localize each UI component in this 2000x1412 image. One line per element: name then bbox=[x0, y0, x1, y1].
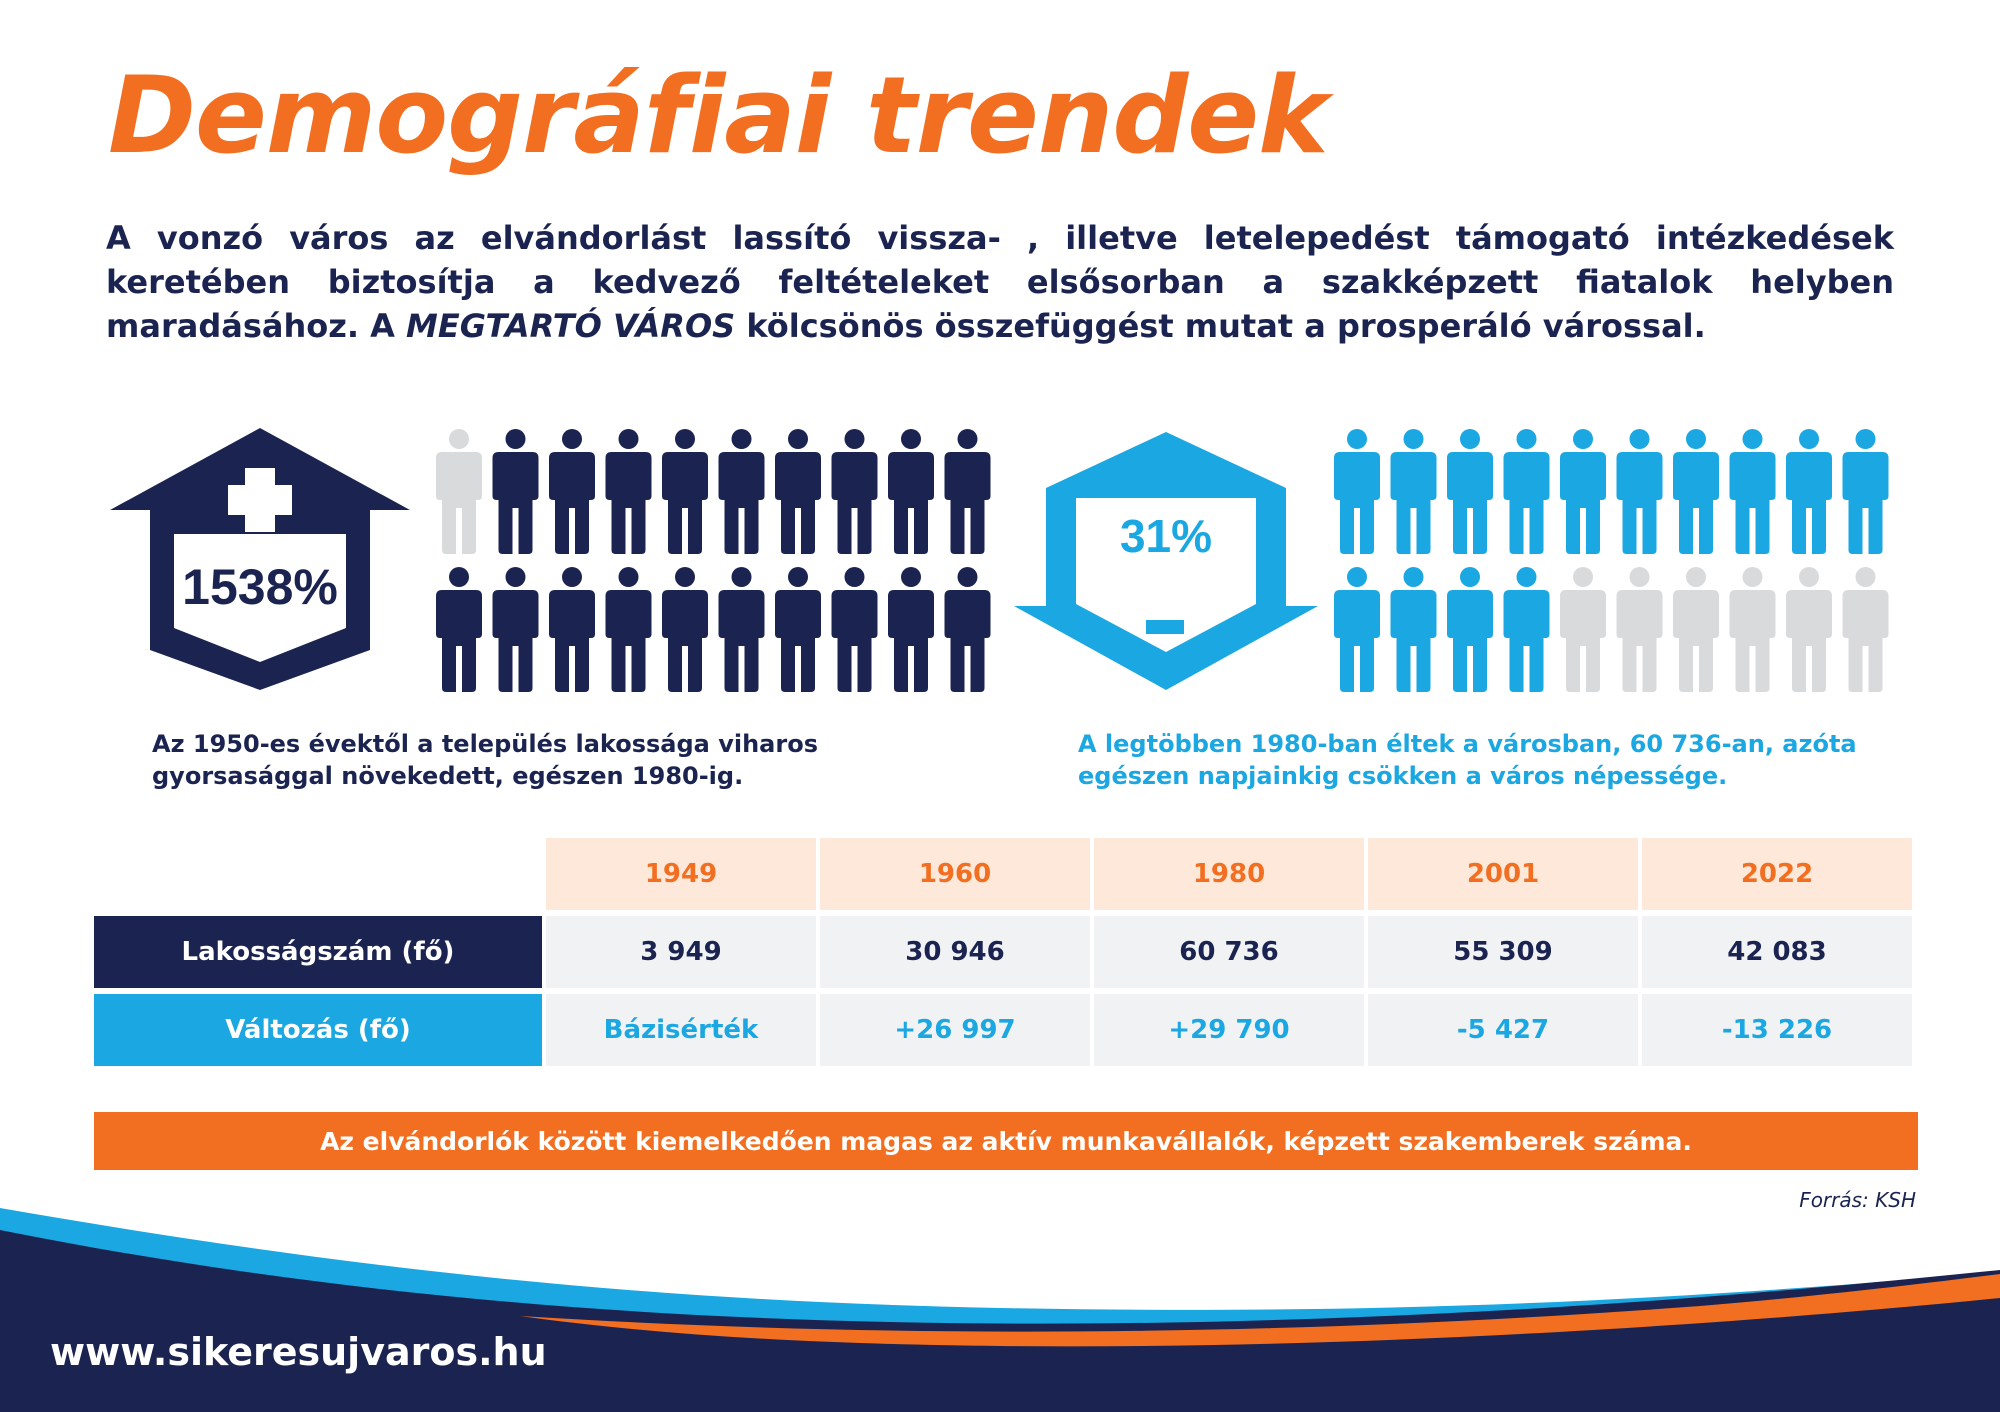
person-icon bbox=[492, 567, 539, 692]
growth-percent: 1538% bbox=[182, 559, 338, 615]
footer-wave bbox=[0, 1208, 2000, 1412]
intro-text-2: kölcsönös összefüggést mutat a prosperál… bbox=[735, 307, 1706, 345]
intro-text-1: A vonzó város az elvándorlást lassító vi… bbox=[106, 219, 1894, 345]
page-title: Demográfiai trendek bbox=[108, 54, 1329, 177]
table-cell: +26 997 bbox=[820, 994, 1090, 1066]
decline-people-grid bbox=[1334, 428, 1889, 692]
person-icon bbox=[436, 567, 482, 692]
person-icon bbox=[549, 567, 595, 692]
person-icon bbox=[1673, 429, 1719, 554]
person-icon bbox=[1786, 429, 1832, 554]
person-icon bbox=[1729, 429, 1776, 554]
website-link[interactable]: www.sikeresujvaros.hu bbox=[50, 1330, 547, 1374]
intro-paragraph: A vonzó város az elvándorlást lassító vi… bbox=[106, 216, 1894, 348]
person-icon bbox=[831, 567, 878, 692]
decline-percent: 31% bbox=[1120, 510, 1212, 562]
person-icon bbox=[775, 567, 821, 692]
minus-icon bbox=[1146, 620, 1184, 634]
person-icon bbox=[662, 429, 708, 554]
decline-caption: A legtöbben 1980-ban éltek a városban, 6… bbox=[1078, 730, 1857, 790]
person-icon-gray bbox=[1842, 567, 1889, 692]
year-header: 2022 bbox=[1642, 838, 1912, 910]
person-icon bbox=[1560, 429, 1606, 554]
growth-people-grid bbox=[436, 428, 991, 692]
year-header: 1949 bbox=[546, 838, 816, 910]
person-icon-gray bbox=[436, 429, 482, 554]
person-icon bbox=[1390, 429, 1437, 554]
year-header: 1980 bbox=[1094, 838, 1364, 910]
person-icon bbox=[549, 429, 595, 554]
person-icon bbox=[888, 429, 934, 554]
table-header-row: 1949 1960 1980 2001 2022 bbox=[94, 838, 1918, 910]
intro-emphasis: MEGTARTÓ VÁROS bbox=[406, 307, 736, 345]
person-icon-gray bbox=[1786, 567, 1832, 692]
table-cell: Bázisérték bbox=[546, 994, 816, 1066]
person-icon bbox=[662, 567, 708, 692]
year-header: 2001 bbox=[1368, 838, 1638, 910]
person-icon bbox=[605, 567, 652, 692]
person-icon bbox=[1334, 429, 1380, 554]
person-icon bbox=[1616, 429, 1663, 554]
highlight-banner: Az elvándorlók között kiemelkedően magas… bbox=[94, 1112, 1918, 1170]
person-icon bbox=[831, 429, 878, 554]
person-icon bbox=[718, 429, 765, 554]
year-header: 1960 bbox=[820, 838, 1090, 910]
table-cell: 3 949 bbox=[546, 916, 816, 988]
row-label: Változás (fő) bbox=[94, 994, 542, 1066]
person-icon-gray bbox=[1673, 567, 1719, 692]
person-icon bbox=[944, 567, 991, 692]
person-icon-gray bbox=[1560, 567, 1606, 692]
person-icon bbox=[775, 429, 821, 554]
table-cell: 30 946 bbox=[820, 916, 1090, 988]
person-icon bbox=[1503, 429, 1550, 554]
person-icon bbox=[1842, 429, 1889, 554]
table-cell: -13 226 bbox=[1642, 994, 1912, 1066]
person-icon bbox=[492, 429, 539, 554]
person-icon bbox=[605, 429, 652, 554]
table-cell: -5 427 bbox=[1368, 994, 1638, 1066]
person-icon-gray bbox=[1616, 567, 1663, 692]
decline-arrow-icon: 31% bbox=[1014, 432, 1318, 690]
table-cell: 42 083 bbox=[1642, 916, 1912, 988]
person-icon bbox=[718, 567, 765, 692]
person-icon-gray bbox=[1729, 567, 1776, 692]
population-table: 1949 1960 1980 2001 2022 Lakosságszám (f… bbox=[94, 838, 1918, 1072]
person-icon bbox=[1334, 567, 1380, 692]
table-cell: 55 309 bbox=[1368, 916, 1638, 988]
growth-house-icon: 1538% bbox=[110, 428, 410, 690]
growth-caption: Az 1950-es évektől a település lakossága… bbox=[152, 730, 818, 790]
person-icon bbox=[888, 567, 934, 692]
person-icon bbox=[1503, 567, 1550, 692]
row-label: Lakosságszám (fő) bbox=[94, 916, 542, 988]
table-row-population: Lakosságszám (fő) 3 949 30 946 60 736 55… bbox=[94, 916, 1918, 988]
table-cell: +29 790 bbox=[1094, 994, 1364, 1066]
source-note: Forrás: KSH bbox=[1799, 1188, 1916, 1212]
person-icon bbox=[1390, 567, 1437, 692]
person-icon bbox=[944, 429, 991, 554]
person-icon bbox=[1447, 429, 1493, 554]
table-row-change: Változás (fő) Bázisérték +26 997 +29 790… bbox=[94, 994, 1918, 1066]
person-icon bbox=[1447, 567, 1493, 692]
table-cell: 60 736 bbox=[1094, 916, 1364, 988]
